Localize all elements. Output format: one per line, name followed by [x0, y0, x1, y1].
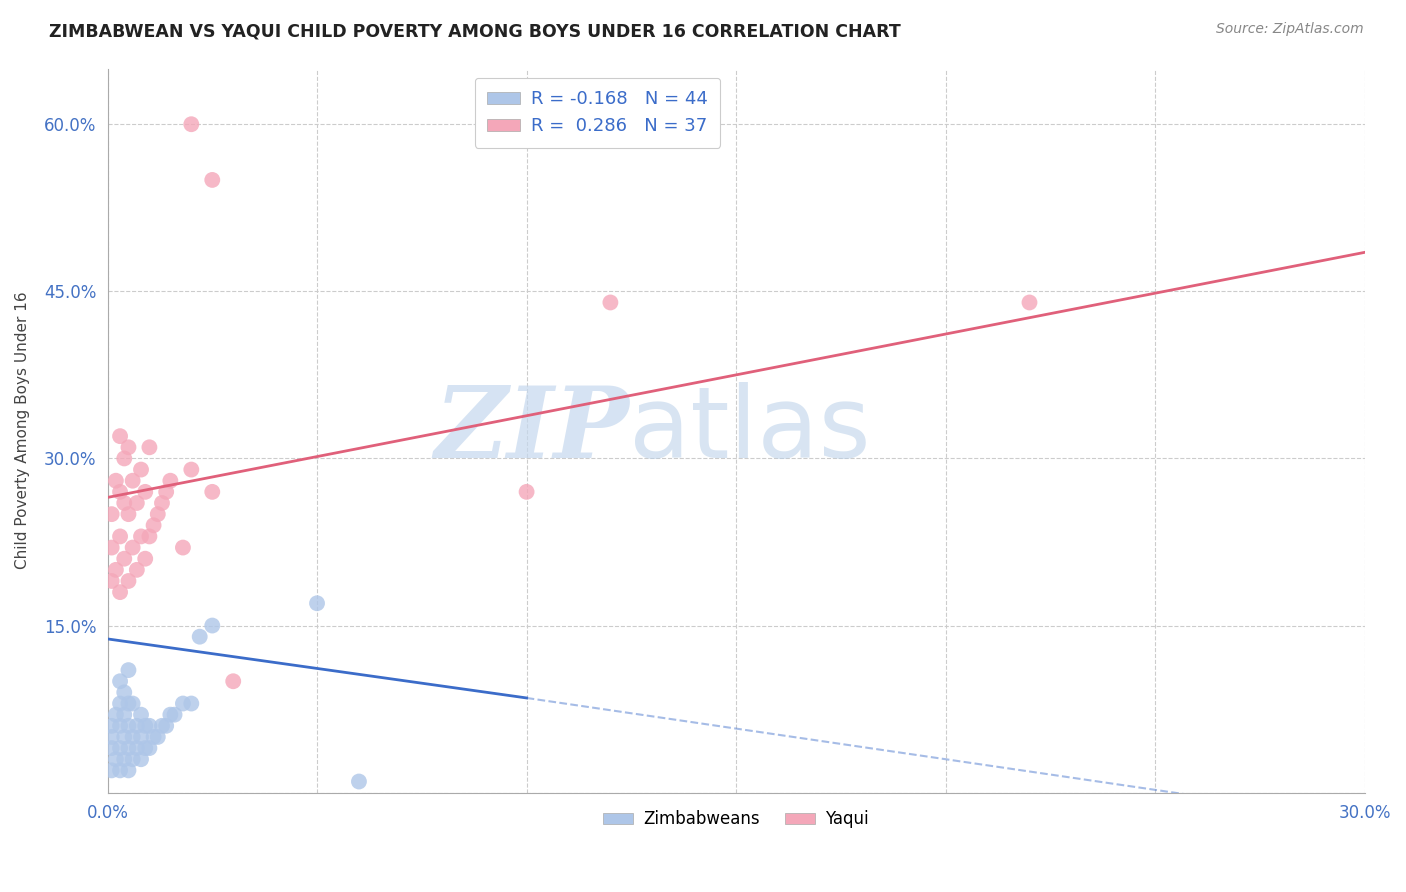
Point [108, 429, 131, 443]
Point [138, 741, 160, 756]
Point [121, 730, 143, 744]
Point [112, 496, 135, 510]
Point [1018, 295, 1040, 310]
Point [129, 462, 152, 476]
Point [121, 474, 143, 488]
Point [100, 507, 122, 521]
Point [138, 719, 160, 733]
Point [146, 730, 169, 744]
Point [159, 707, 181, 722]
Point [125, 741, 148, 756]
Point [100, 741, 122, 756]
Point [121, 752, 143, 766]
Point [104, 474, 127, 488]
Point [138, 529, 160, 543]
Point [347, 774, 370, 789]
Point [134, 484, 156, 499]
Point [112, 707, 135, 722]
Point [201, 173, 224, 187]
Point [117, 574, 139, 588]
Point [599, 295, 621, 310]
Point [142, 730, 165, 744]
Point [108, 484, 131, 499]
Point [121, 697, 143, 711]
Point [172, 541, 194, 555]
Point [100, 764, 122, 778]
Point [100, 574, 122, 588]
Legend: Zimbabweans, Yaqui: Zimbabweans, Yaqui [596, 804, 876, 835]
Point [117, 440, 139, 454]
Point [188, 630, 211, 644]
Point [117, 719, 139, 733]
Point [112, 451, 135, 466]
Point [104, 563, 127, 577]
Y-axis label: Child Poverty Among Boys Under 16: Child Poverty Among Boys Under 16 [15, 292, 30, 569]
Point [180, 462, 202, 476]
Point [201, 484, 224, 499]
Text: ZIP: ZIP [434, 383, 630, 479]
Point [155, 484, 177, 499]
Point [117, 507, 139, 521]
Point [117, 764, 139, 778]
Point [201, 618, 224, 632]
Text: ZIMBABWEAN VS YAQUI CHILD POVERTY AMONG BOYS UNDER 16 CORRELATION CHART: ZIMBABWEAN VS YAQUI CHILD POVERTY AMONG … [49, 22, 901, 40]
Point [100, 719, 122, 733]
Point [125, 563, 148, 577]
Point [180, 697, 202, 711]
Point [163, 707, 186, 722]
Point [108, 764, 131, 778]
Point [155, 719, 177, 733]
Point [108, 697, 131, 711]
Point [150, 496, 173, 510]
Point [172, 697, 194, 711]
Point [125, 719, 148, 733]
Point [121, 541, 143, 555]
Point [125, 496, 148, 510]
Point [108, 741, 131, 756]
Point [117, 697, 139, 711]
Point [108, 719, 131, 733]
Point [129, 529, 152, 543]
Point [159, 474, 181, 488]
Point [134, 741, 156, 756]
Point [104, 752, 127, 766]
Point [112, 752, 135, 766]
Point [180, 117, 202, 131]
Point [150, 719, 173, 733]
Point [108, 529, 131, 543]
Point [222, 674, 245, 689]
Point [104, 707, 127, 722]
Point [100, 541, 122, 555]
Point [117, 741, 139, 756]
Point [146, 507, 169, 521]
Point [100, 730, 122, 744]
Point [129, 752, 152, 766]
Point [138, 440, 160, 454]
Point [134, 551, 156, 566]
Point [112, 551, 135, 566]
Point [112, 730, 135, 744]
Point [516, 484, 538, 499]
Point [108, 674, 131, 689]
Point [108, 585, 131, 599]
Text: atlas: atlas [630, 382, 870, 479]
Point [129, 707, 152, 722]
Point [142, 518, 165, 533]
Point [134, 719, 156, 733]
Point [112, 685, 135, 699]
Point [129, 730, 152, 744]
Text: Source: ZipAtlas.com: Source: ZipAtlas.com [1216, 22, 1364, 37]
Point [117, 663, 139, 677]
Point [305, 596, 328, 610]
